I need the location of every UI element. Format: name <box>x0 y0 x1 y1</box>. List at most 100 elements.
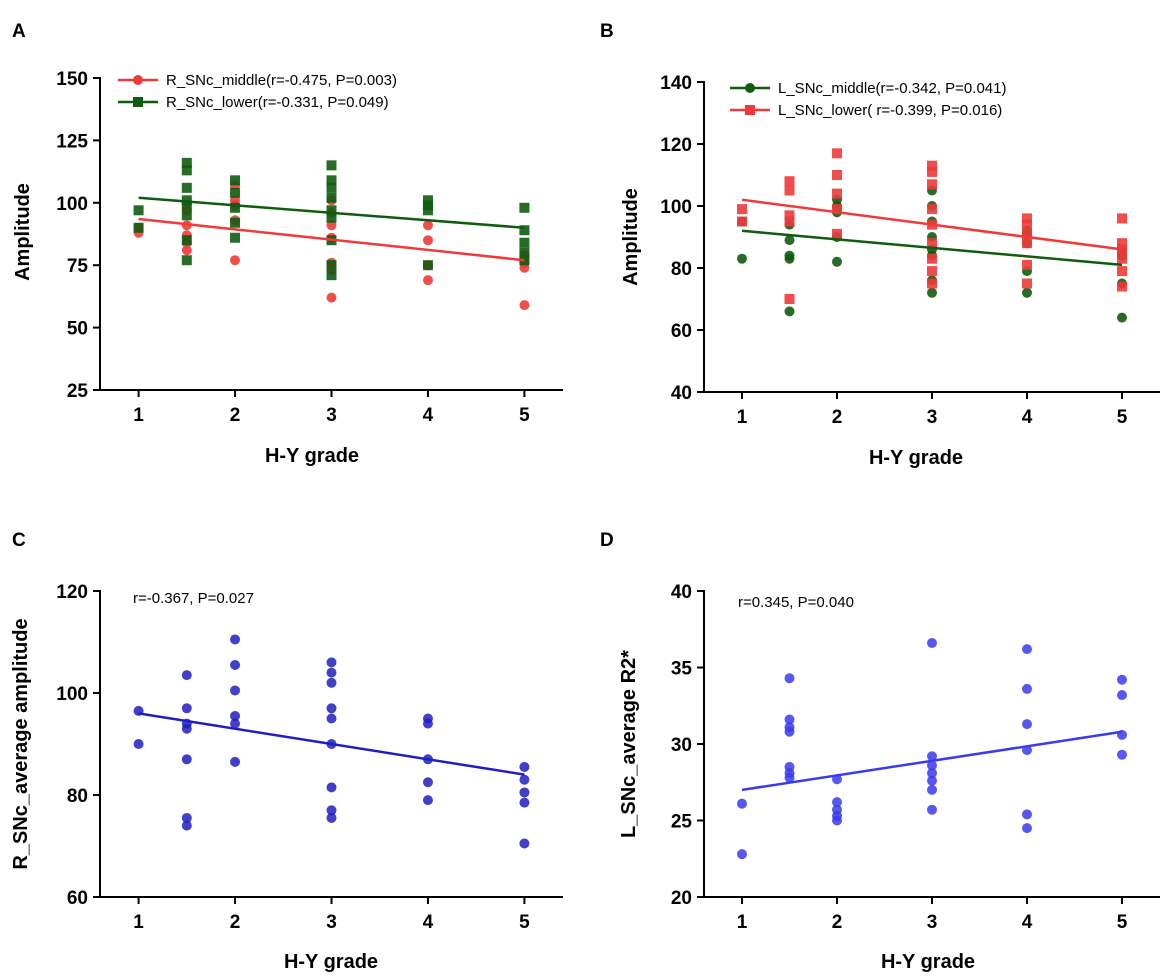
data-point <box>422 220 433 231</box>
legend-entry: R_SNc_lower(r=-0.331, P=0.049) <box>118 94 389 111</box>
data-point <box>230 187 241 198</box>
data-point <box>519 247 530 258</box>
data-point <box>181 182 192 193</box>
data-point <box>927 204 937 215</box>
data-point <box>784 294 795 304</box>
data-point <box>230 710 241 721</box>
x-tick-label: 5 <box>519 405 530 426</box>
data-point <box>1117 312 1127 323</box>
data-point <box>784 772 795 783</box>
regression-line <box>138 712 525 776</box>
data-point <box>422 235 433 246</box>
data-point <box>1022 719 1032 730</box>
data-point <box>927 638 937 649</box>
x-tick-label: 2 <box>832 912 843 933</box>
y-tick-label: 60 <box>671 321 692 342</box>
x-axis-title: H-Y grade <box>265 445 359 467</box>
data-point <box>832 148 842 159</box>
data-point <box>1117 213 1127 224</box>
x-tick-label: 3 <box>927 912 938 933</box>
x-tick-label: 3 <box>326 912 337 933</box>
data-point <box>181 235 192 246</box>
data-point <box>832 797 842 808</box>
data-point <box>784 185 795 196</box>
x-tick-label: 2 <box>832 407 843 428</box>
data-point <box>784 306 795 317</box>
x-axis-title: H-Y grade <box>881 951 975 973</box>
regression-line <box>138 217 525 262</box>
data-point <box>1022 823 1032 834</box>
legend-label: R_SNc_middle(r=-0.475, P=0.003) <box>166 72 397 89</box>
y-tick-label: 75 <box>67 256 89 277</box>
data-point <box>230 659 241 670</box>
legend-marker <box>133 97 143 107</box>
panel-a: A 25 50 75 100 125 150 1 2 3 4 5 H-Y grade Amplitude R… <box>12 21 563 467</box>
legend-label: R_SNc_lower(r=-0.331, P=0.049) <box>166 94 389 111</box>
data-point <box>1022 644 1032 655</box>
y-tick-label: 80 <box>671 259 692 280</box>
panel-label: C <box>12 530 26 551</box>
data-point <box>422 205 433 216</box>
data-point <box>1022 238 1032 249</box>
x-tick-label: 5 <box>519 912 530 933</box>
data-point <box>737 253 747 264</box>
y-tick-label: 25 <box>67 381 89 402</box>
x-tick-label: 4 <box>423 405 434 426</box>
y-tick-label: 80 <box>67 786 88 807</box>
y-axis-title: R_SNc_average amplitude <box>10 618 32 869</box>
data-point <box>519 787 530 798</box>
data-point <box>519 774 530 785</box>
x-tick-label: 5 <box>1117 407 1128 428</box>
legend-marker <box>133 75 143 85</box>
y-axis-title: Amplitude <box>620 188 642 286</box>
data-point <box>784 253 795 264</box>
y-tick-label: 50 <box>67 319 88 340</box>
data-point <box>832 815 842 826</box>
data-point <box>230 175 241 186</box>
data-point <box>832 256 842 267</box>
data-point <box>784 673 795 684</box>
data-point <box>230 232 241 243</box>
data-point <box>927 784 937 795</box>
panel-c: C 60 80 100 120 1 2 3 4 5 H-Y grade R_SNc_average a… <box>10 530 563 973</box>
x-tick-label: 4 <box>1022 407 1033 428</box>
x-tick-label: 1 <box>737 407 748 428</box>
y-tick-label: 120 <box>660 135 692 156</box>
stats-annotation: r=0.345, P=0.040 <box>738 594 854 611</box>
data-point <box>181 670 192 681</box>
data-point <box>927 775 937 786</box>
data-point <box>133 739 144 749</box>
x-tick-label: 3 <box>927 407 938 428</box>
data-point <box>1117 690 1127 701</box>
data-point <box>422 795 433 806</box>
data-point <box>181 157 192 168</box>
data-point <box>326 175 337 186</box>
panel-label: B <box>600 21 614 42</box>
data-point <box>784 726 795 737</box>
legend-label: L_SNc_lower( r=-0.399, P=0.016) <box>778 102 1002 119</box>
data-point <box>422 718 433 729</box>
data-point <box>181 245 192 256</box>
data-point <box>832 170 842 180</box>
y-tick-label: 100 <box>660 197 692 218</box>
stats-annotation: r=-0.367, P=0.027 <box>133 590 254 607</box>
x-tick-label: 2 <box>230 405 241 426</box>
data-point <box>1117 749 1127 760</box>
data-point <box>1022 213 1032 224</box>
data-point <box>927 287 937 298</box>
regression-line <box>741 730 1123 792</box>
x-tick-label: 2 <box>230 912 241 933</box>
y-tick-label: 20 <box>671 888 692 909</box>
y-tick-label: 40 <box>671 383 692 404</box>
data-point <box>326 703 337 714</box>
data-point <box>1022 683 1032 694</box>
data-point <box>927 179 937 190</box>
y-tick-label: 25 <box>671 812 693 833</box>
legend-entry: L_SNc_lower( r=-0.399, P=0.016) <box>730 102 1002 119</box>
data-point <box>181 703 192 714</box>
data-point <box>133 205 144 216</box>
data-point <box>519 237 530 248</box>
data-point <box>737 216 747 227</box>
series-1 <box>133 634 530 849</box>
data-point <box>927 768 937 779</box>
